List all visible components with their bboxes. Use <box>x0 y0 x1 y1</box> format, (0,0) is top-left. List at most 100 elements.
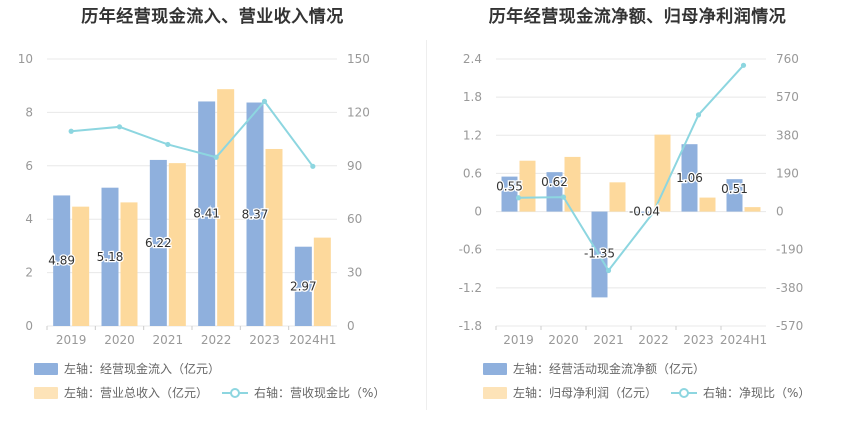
left-axis-tick-label: 0 <box>474 205 482 219</box>
bar-secondary <box>120 202 138 326</box>
right-axis-tick-label: 30 <box>347 266 362 280</box>
right-axis-tick-label: 0 <box>776 205 784 219</box>
bar-data-label: 0.55 <box>496 180 523 194</box>
legend-label: 右轴：净现比（%） <box>703 386 811 400</box>
line-swatch-icon <box>671 387 697 399</box>
bar-primary <box>294 246 312 326</box>
bar-data-label: -1.35 <box>584 247 615 261</box>
line-series <box>71 99 314 167</box>
left-axis-tick-label: 0.6 <box>463 166 482 180</box>
left-axis-tick-label: 8 <box>25 105 33 119</box>
left-axis-tick-label: 2 <box>25 266 33 280</box>
bar-data-label: 2.97 <box>290 279 317 293</box>
x-axis-tick-label: 2022 <box>201 333 232 347</box>
left-axis-tick-label: -1.8 <box>459 319 482 333</box>
bar-primary <box>501 176 518 212</box>
bar-secondary <box>519 160 536 212</box>
left-legend-item-cash-inflow[interactable]: 左轴：经营现金流入（亿元） <box>34 360 220 377</box>
x-axis-tick-label: 2024H1 <box>289 333 336 347</box>
bar-swatch-icon <box>483 386 507 399</box>
right-axis-tick-label: 90 <box>347 159 362 173</box>
bar-primary <box>198 101 216 326</box>
line-point <box>515 195 522 201</box>
x-axis-tick-label: 2020 <box>104 333 135 347</box>
right-legend-item-net-cashflow[interactable]: 左轴：经营活动现金流净额（亿元） <box>483 360 705 377</box>
line-point <box>261 98 268 104</box>
bar-secondary <box>72 206 90 326</box>
x-axis-tick-label: 2019 <box>56 333 87 347</box>
left-axis-tick-label: 6 <box>25 159 33 173</box>
bar-primary <box>101 187 119 326</box>
right-axis-tick-label: 190 <box>776 166 799 180</box>
bar-primary <box>726 179 743 212</box>
bar-primary <box>246 102 264 327</box>
right-legend-item-net-cash-ratio[interactable]: 右轴：净现比（%） <box>671 384 810 401</box>
right-chart-title: 历年经营现金流净额、归母净利润情况 <box>488 7 787 27</box>
bar-secondary <box>609 182 626 212</box>
bar-data-label: 5.18 <box>97 250 124 264</box>
bar-secondary <box>564 156 581 212</box>
bar-data-label: 0.51 <box>721 182 748 196</box>
legend-label: 左轴：归母净利润（亿元） <box>513 386 658 400</box>
legend-label: 左轴：经营现金流入（亿元） <box>64 362 221 376</box>
bar-data-label: -0.04 <box>629 205 660 219</box>
left-axis-tick-label: -1.2 <box>459 281 482 295</box>
x-axis-tick-label: 2023 <box>683 333 714 347</box>
line-point <box>213 154 219 160</box>
right-axis-tick-label: -570 <box>776 319 803 333</box>
left-axis-tick-label: 1.8 <box>463 90 482 104</box>
bar-primary <box>53 195 71 326</box>
bar-data-label: 6.22 <box>145 236 172 250</box>
left-legend-item-revenue[interactable]: 左轴：营业总收入（亿元） <box>34 384 208 401</box>
left-axis-tick-label: 4 <box>25 212 33 226</box>
right-axis-tick-label: -380 <box>776 281 803 295</box>
right-legend: 左轴：经营活动现金流净额（亿元） 左轴：归母净利润（亿元） 右轴：净现比（%） <box>425 0 850 437</box>
bar-swatch-icon <box>483 362 507 375</box>
panel-divider <box>426 40 427 410</box>
bar-secondary <box>313 237 331 326</box>
line-series <box>518 64 745 273</box>
x-axis-tick-label: 2023 <box>249 333 280 347</box>
right-chart-plot: -1.8 -570 -1.2 -380 -0.6 -190 0 0 0.6 190 1.2 380 1.… <box>459 52 804 347</box>
line-point <box>605 267 612 274</box>
bar-primary <box>636 211 653 215</box>
left-legend-item-ratio[interactable]: 右轴：营收现金比（%） <box>222 384 385 401</box>
x-axis-tick-label: 2019 <box>503 333 534 347</box>
line-point <box>165 141 171 148</box>
right-chart-panel: 历年经营现金流净额、归母净利润情况 -1.8 -570 -1.2 -380 -0.6 -1… <box>425 0 850 437</box>
x-axis-tick-label: 2022 <box>638 333 669 347</box>
right-axis-tick-label: 60 <box>347 212 362 226</box>
left-axis-tick-label: 2.4 <box>463 52 482 66</box>
left-axis-tick-label: -0.6 <box>459 243 482 257</box>
bar-secondary <box>654 134 671 212</box>
line-swatch-icon <box>222 387 248 399</box>
bar-secondary <box>168 163 186 326</box>
left-chart-plot: 0 0 2 30 4 60 6 90 8 120 10 150 2019 2020 2021 2022 2023… <box>18 52 370 347</box>
line-point <box>310 163 316 169</box>
bar-primary <box>149 159 167 326</box>
left-chart-title: 历年经营现金流入、营业收入情况 <box>81 7 344 27</box>
line-point <box>560 194 567 200</box>
bar-data-label: 4.89 <box>48 254 75 268</box>
right-axis-tick-label: 120 <box>347 105 370 119</box>
bar-secondary <box>265 148 283 326</box>
bar-data-label: 8.37 <box>242 207 269 221</box>
line-point <box>116 124 123 130</box>
left-axis-tick-label: 1.2 <box>463 128 482 142</box>
left-legend: 左轴：经营现金流入（亿元） 左轴：营业总收入（亿元） 右轴：营收现金比（%） <box>34 360 385 401</box>
legend-label: 右轴：营收现金比（%） <box>254 386 386 400</box>
bar-data-label: 1.06 <box>676 171 703 185</box>
bar-secondary <box>699 197 716 212</box>
bar-data-label: 8.41 <box>193 207 220 221</box>
x-axis-tick-label: 2024H1 <box>720 333 767 347</box>
x-axis-tick-label: 2021 <box>153 333 184 347</box>
right-axis-tick-label: 760 <box>776 52 799 66</box>
line-point <box>68 128 74 134</box>
bar-primary <box>681 144 698 212</box>
left-axis-tick-label: 0 <box>25 319 33 333</box>
right-legend-item-net-profit[interactable]: 左轴：归母净利润（亿元） <box>483 384 657 401</box>
bar-swatch-icon <box>34 386 58 399</box>
bar-secondary <box>217 89 235 327</box>
x-axis-tick-label: 2021 <box>593 333 624 347</box>
legend-label: 左轴：营业总收入（亿元） <box>64 386 209 400</box>
